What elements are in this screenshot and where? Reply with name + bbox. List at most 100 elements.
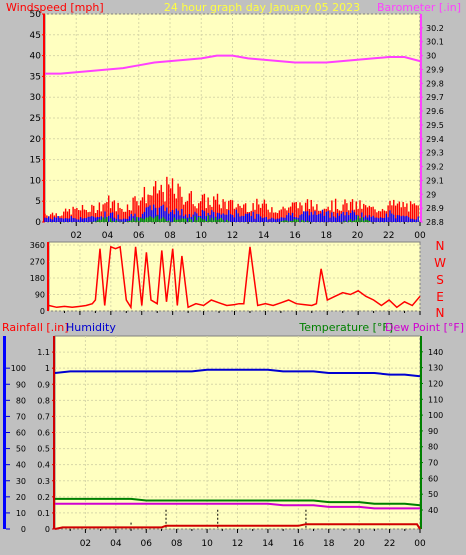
humidity-tick-label: 80 xyxy=(16,396,26,405)
barometer-tick-label: 29.4 xyxy=(426,135,444,144)
direction-tick-label: 270 xyxy=(30,258,45,267)
barometer-tick-label: 29 xyxy=(426,190,436,199)
x-tick-label: 06 xyxy=(133,231,145,241)
dewpoint-line xyxy=(55,502,420,510)
direction-label-n-bottom: N xyxy=(436,306,445,320)
barometer-tick-label: 30.1 xyxy=(426,38,444,47)
windspeed-tick-label: 20 xyxy=(30,135,42,145)
direction-tick-label: 90 xyxy=(35,291,45,300)
direction-tick-label: 0 xyxy=(40,307,45,316)
windspeed-tick-label: 35 xyxy=(30,72,41,82)
wind-direction-axis: 0 90 180 270 360 xyxy=(30,241,49,316)
temperature-tick-label: 60 xyxy=(428,474,438,483)
temperature-tick-label: 130 xyxy=(428,364,443,373)
x-tick-label: 10 xyxy=(201,539,213,549)
windspeed-tick-label: 30 xyxy=(30,93,42,103)
rainfall-tick-label: 0 xyxy=(45,525,50,534)
barometer-tick-label: 29.5 xyxy=(426,121,444,130)
x-tick-label: 04 xyxy=(102,231,114,241)
temperature-axis-label: Temperature [°F] xyxy=(298,321,393,334)
barometer-tick-label: 30.2 xyxy=(426,24,444,33)
rainfall-tick-label: 0.5 xyxy=(37,445,50,454)
temperature-tick-label: 70 xyxy=(428,459,438,468)
x-tick-label: 14 xyxy=(258,231,270,241)
x-tick-label: 12 xyxy=(227,231,238,241)
rainfall-tick-label: 0.3 xyxy=(37,477,50,486)
humidity-tick-label: 30 xyxy=(16,477,26,486)
dewpoint-axis-label: Dew Point [°F] xyxy=(385,321,464,334)
barometer-tick-label: 29.3 xyxy=(426,149,444,158)
temperature-tick-label: 100 xyxy=(428,411,443,420)
windspeed-tick-label: 15 xyxy=(30,156,41,166)
windspeed-tick-label: 5 xyxy=(35,197,41,207)
x-tick-label: 16 xyxy=(293,539,305,549)
barometer-tick-label: 29.6 xyxy=(426,107,444,116)
barometer-tick-label: 29.9 xyxy=(426,65,444,74)
rainfall-tick-label: 1.1 xyxy=(37,348,50,357)
windspeed-tick-label: 50 xyxy=(30,10,42,20)
rainfall-line xyxy=(54,523,421,530)
chart-title: 24 hour graph day January 05 2023 xyxy=(164,1,360,14)
x-tick-label: 18 xyxy=(323,539,335,549)
direction-tick-label: 360 xyxy=(30,241,45,250)
humidity-tick-label: 0 xyxy=(21,525,26,534)
temperature-tick-label: 110 xyxy=(428,395,443,404)
direction-label-s: S xyxy=(436,273,444,287)
temperature-line xyxy=(55,497,421,507)
x-tick-label: 12 xyxy=(232,539,243,549)
windspeed-tick-label: 10 xyxy=(30,176,42,186)
humidity-tick-label: 60 xyxy=(16,429,26,438)
x-tick-label: 22 xyxy=(383,231,394,241)
humidity-axis: 0 10 20 30 40 50 60 70 80 90 100 xyxy=(6,364,26,534)
x-tick-label: 04 xyxy=(110,539,122,549)
barometer-tick-label: 29.8 xyxy=(426,79,444,88)
barometer-axis-label: Barometer [.in] xyxy=(377,1,461,14)
humidity-tick-label: 10 xyxy=(16,509,26,518)
x-tick-label: 22 xyxy=(384,539,395,549)
temperature-tick-label: 140 xyxy=(428,348,443,357)
barometer-tick-label: 28.8 xyxy=(426,218,444,227)
humidity-axis-label: Humidity xyxy=(66,321,116,334)
direction-label-n-top: N xyxy=(436,239,445,253)
wind-barometer-grid xyxy=(45,13,421,223)
x-tick-label: 08 xyxy=(171,539,183,549)
humidity-tick-label: 50 xyxy=(16,445,26,454)
x-tick-label: 18 xyxy=(321,231,333,241)
x-tick-label: 10 xyxy=(196,231,208,241)
windspeed-tick-label: 40 xyxy=(30,52,42,62)
temperature-tick-label: 50 xyxy=(428,490,438,499)
rainfall-axis-label: Rainfall [.in] xyxy=(2,321,69,334)
rainfall-tick-label: 1 xyxy=(45,364,50,373)
windspeed-tick-label: 0 xyxy=(35,218,41,228)
wind-direction-line xyxy=(48,245,421,310)
temperature-tick-label: 80 xyxy=(428,443,438,452)
rain-humidity-x-axis: 02 04 06 08 10 12 14 16 18 20 22 00 xyxy=(69,529,426,549)
direction-tick-label: 180 xyxy=(30,274,45,283)
humidity-tick-label: 20 xyxy=(16,493,26,502)
x-tick-label: 20 xyxy=(353,539,365,549)
wind-speed-bars xyxy=(44,176,419,222)
barometer-tick-label: 28.9 xyxy=(426,204,444,213)
x-tick-label: 02 xyxy=(80,539,91,549)
rainfall-tick-label: 0.4 xyxy=(37,461,50,470)
x-tick-label: 16 xyxy=(289,231,301,241)
humidity-tick-label: 70 xyxy=(16,412,26,421)
rainfall-tick-label: 0.7 xyxy=(37,412,50,421)
rainfall-tick-label: 0.8 xyxy=(37,396,50,405)
rainfall-tick-label: 0.2 xyxy=(37,493,50,502)
direction-label-e: E xyxy=(436,290,444,304)
x-tick-label: 14 xyxy=(262,539,274,549)
x-tick-label: 06 xyxy=(141,539,153,549)
humidity-line xyxy=(54,368,421,378)
direction-label-w: W xyxy=(434,256,446,270)
x-tick-label: 20 xyxy=(352,231,364,241)
wind-barometer-x-axis: 02 04 06 08 10 12 14 16 18 20 22 00 xyxy=(60,222,426,241)
x-tick-label: 00 xyxy=(414,231,426,241)
temperature-tick-label: 120 xyxy=(428,379,443,388)
rainfall-tick-label: 0.1 xyxy=(37,509,50,518)
humidity-axis-bar xyxy=(3,336,6,529)
wind-direction-x-axis xyxy=(63,311,421,315)
rainfall-axis: 0 0.1 0.2 0.3 0.4 0.5 0.6 0.7 0.8 0.9 1 1.1 xyxy=(37,336,55,534)
barometer-line xyxy=(45,54,421,75)
